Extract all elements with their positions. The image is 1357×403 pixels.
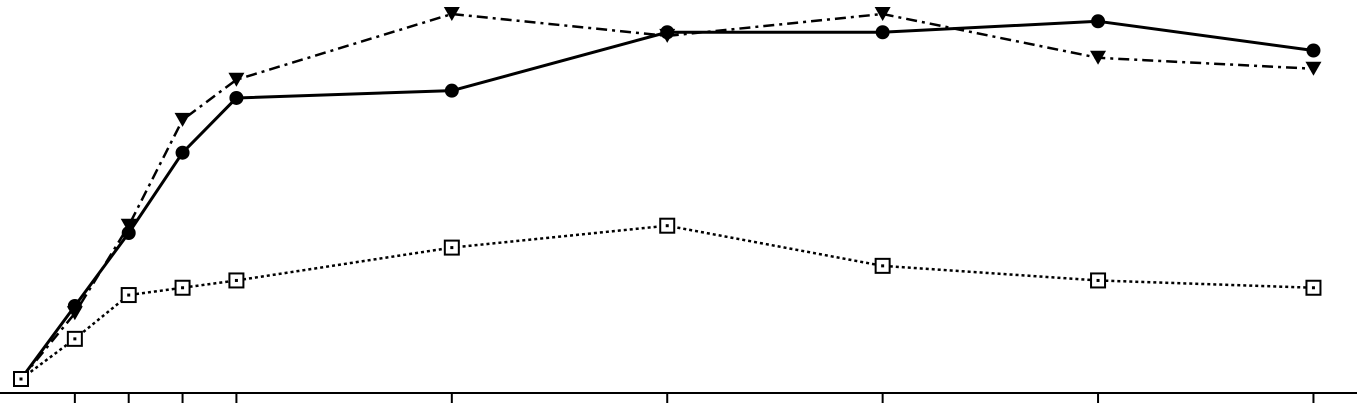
data-point [875, 25, 890, 40]
data-point [1306, 43, 1321, 58]
data-point-center [234, 278, 238, 282]
data-point-center [881, 264, 885, 268]
data-point [1090, 50, 1107, 65]
series-line [20, 224, 1314, 381]
series-group [13, 7, 1322, 387]
data-point [443, 7, 460, 21]
data-point-center [181, 286, 185, 290]
data-point [174, 112, 191, 127]
data-point-center [1311, 286, 1315, 290]
series-2 [13, 7, 1322, 386]
series-3 [13, 217, 1322, 387]
data-point-center [127, 293, 131, 297]
data-point-center [450, 246, 454, 250]
data-point [1091, 14, 1106, 29]
data-point [874, 7, 891, 21]
data-point-center [73, 337, 77, 341]
data-point-center [665, 224, 669, 228]
series-1 [14, 14, 1321, 386]
data-point-center [1096, 278, 1100, 282]
x-axis [0, 392, 1357, 403]
data-point [659, 28, 676, 43]
data-point [121, 226, 136, 240]
data-point [228, 72, 245, 87]
data-point [444, 83, 459, 98]
data-point [66, 306, 83, 321]
data-point [1305, 61, 1322, 76]
series-line [20, 12, 1314, 380]
data-point-center [19, 377, 23, 381]
data-point [175, 145, 190, 160]
series-line [19, 19, 1314, 380]
data-point [120, 218, 137, 233]
data-point [229, 90, 244, 105]
